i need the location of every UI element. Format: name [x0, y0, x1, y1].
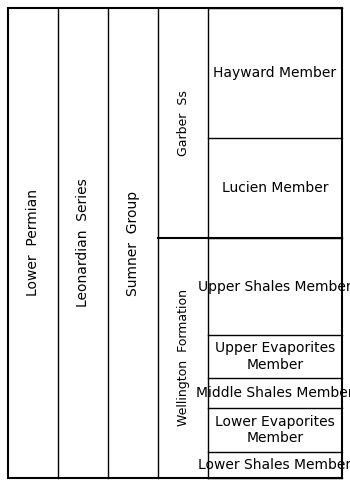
- Text: Wellington  Formation: Wellington Formation: [176, 290, 189, 427]
- Text: Middle Shales Member: Middle Shales Member: [196, 386, 350, 400]
- Text: Lower Evaporites
Member: Lower Evaporites Member: [215, 415, 335, 445]
- Text: Upper Shales Member: Upper Shales Member: [198, 279, 350, 294]
- Text: Sumner  Group: Sumner Group: [126, 191, 140, 295]
- Text: Upper Evaporites
Member: Upper Evaporites Member: [215, 341, 335, 372]
- Text: Garber  Ss: Garber Ss: [176, 90, 189, 156]
- Text: Lower  Permian: Lower Permian: [26, 190, 40, 296]
- Text: Lower Shales Member: Lower Shales Member: [198, 458, 350, 472]
- Text: Hayward Member: Hayward Member: [214, 66, 337, 80]
- Text: Lucien Member: Lucien Member: [222, 181, 328, 195]
- Text: Leonardian  Series: Leonardian Series: [76, 179, 90, 307]
